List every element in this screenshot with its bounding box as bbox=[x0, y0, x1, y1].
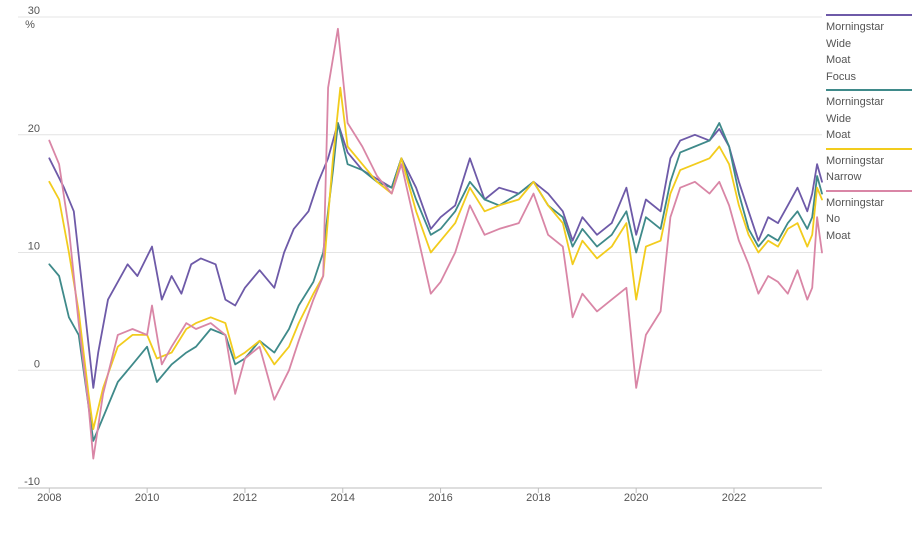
series-lines bbox=[48, 27, 823, 460]
legend: Morningstar Wide Moat Focus Morningstar W… bbox=[826, 14, 912, 248]
legend-item: Morningstar Wide Moat bbox=[826, 89, 912, 144]
x-tick-label: 2008 bbox=[37, 492, 61, 504]
legend-label: Morningstar Wide Moat bbox=[826, 96, 885, 141]
axes: -10 0 10 20 30% 2008 2010 2012 2014 2016 2018 2020 2… bbox=[24, 5, 746, 504]
x-tick-label: 2022 bbox=[722, 492, 746, 504]
x-tick-label: 2016 bbox=[428, 492, 452, 504]
x-tick-label: 2018 bbox=[526, 492, 550, 504]
y-tick-label: 20 bbox=[28, 123, 40, 135]
series-line-3 bbox=[48, 86, 823, 430]
legend-label: Morningstar No Moat bbox=[826, 196, 885, 242]
x-tick-label: 2020 bbox=[624, 492, 648, 504]
y-axis-unit-label: % bbox=[25, 19, 35, 31]
series-line-1 bbox=[48, 122, 823, 389]
legend-item: Morningstar Wide Moat Focus bbox=[826, 14, 912, 85]
y-tick-label: 0 bbox=[34, 358, 40, 370]
legend-label: Morningstar Wide Moat Focus bbox=[826, 21, 885, 83]
series-line-2 bbox=[48, 122, 823, 442]
gridlines bbox=[18, 16, 822, 489]
y-tick-label: -10 bbox=[24, 476, 40, 488]
legend-item: Morningstar No Moat bbox=[826, 189, 912, 245]
y-tick-label: 30 bbox=[28, 5, 40, 17]
x-tick-label: 2014 bbox=[331, 492, 355, 504]
y-tick-label: 10 bbox=[28, 241, 40, 253]
x-tick-label: 2012 bbox=[233, 492, 257, 504]
legend-label: Morningstar Narrow bbox=[826, 154, 885, 184]
legend-item: Morningstar Narrow bbox=[826, 147, 912, 186]
x-tick-label: 2010 bbox=[135, 492, 159, 504]
series-line-4 bbox=[48, 27, 823, 460]
